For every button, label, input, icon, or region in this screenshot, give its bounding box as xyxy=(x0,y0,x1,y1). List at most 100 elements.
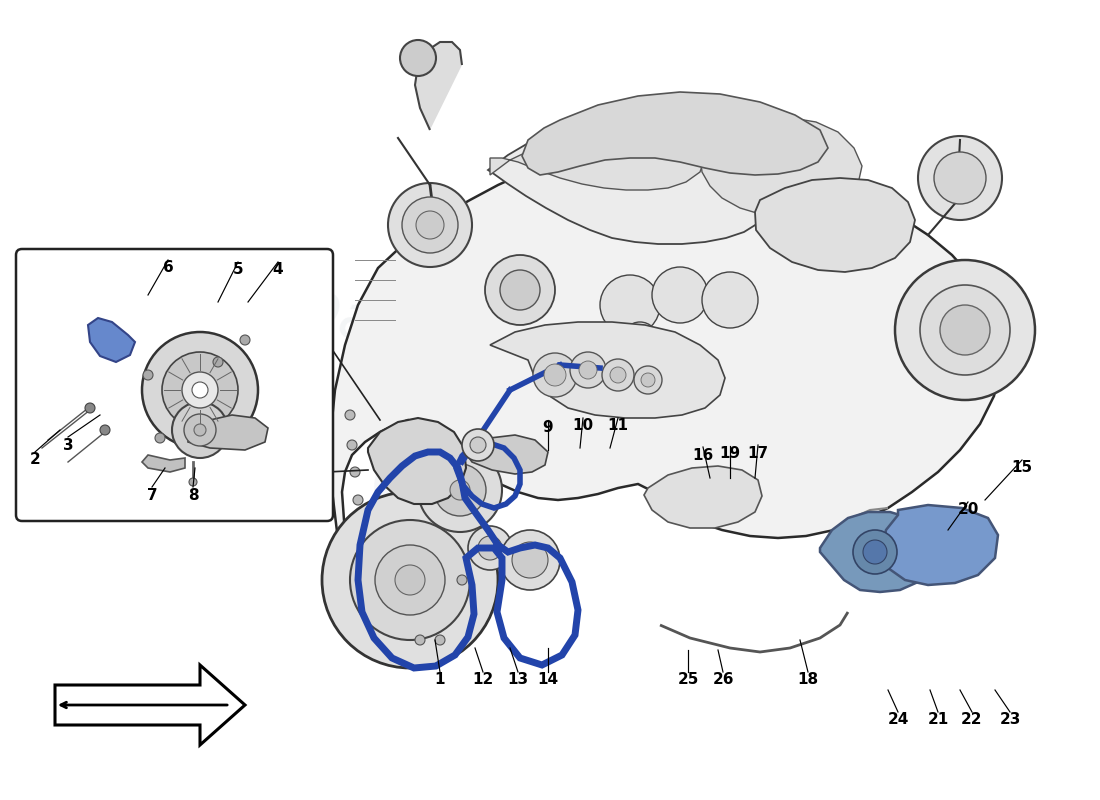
Circle shape xyxy=(450,480,470,500)
Circle shape xyxy=(184,414,216,446)
Circle shape xyxy=(570,352,606,388)
Circle shape xyxy=(395,565,425,595)
Text: 17: 17 xyxy=(747,446,769,461)
Text: 19: 19 xyxy=(719,446,740,462)
Circle shape xyxy=(470,437,486,453)
Circle shape xyxy=(600,275,660,335)
Polygon shape xyxy=(488,106,776,244)
Circle shape xyxy=(213,357,223,367)
Circle shape xyxy=(388,183,472,267)
Polygon shape xyxy=(88,318,135,362)
Text: 2: 2 xyxy=(30,453,41,467)
Polygon shape xyxy=(644,466,762,528)
Polygon shape xyxy=(465,435,548,474)
Circle shape xyxy=(418,448,502,532)
Circle shape xyxy=(602,359,634,391)
Polygon shape xyxy=(820,512,930,592)
Circle shape xyxy=(400,40,436,76)
Text: 20: 20 xyxy=(957,502,979,518)
Circle shape xyxy=(468,526,512,570)
Text: 18: 18 xyxy=(798,673,818,687)
Polygon shape xyxy=(755,178,915,272)
Circle shape xyxy=(162,352,238,428)
Circle shape xyxy=(172,402,228,458)
Circle shape xyxy=(918,136,1002,220)
Circle shape xyxy=(350,467,360,477)
Circle shape xyxy=(610,367,626,383)
Circle shape xyxy=(434,635,446,645)
Text: 13: 13 xyxy=(507,673,529,687)
Text: 10: 10 xyxy=(572,418,594,434)
Polygon shape xyxy=(330,98,1000,580)
Polygon shape xyxy=(415,42,462,130)
Circle shape xyxy=(895,260,1035,400)
Circle shape xyxy=(240,335,250,345)
Polygon shape xyxy=(368,418,466,504)
Text: 11: 11 xyxy=(607,418,628,434)
Circle shape xyxy=(634,366,662,394)
Circle shape xyxy=(434,464,486,516)
Circle shape xyxy=(534,353,578,397)
Text: 8: 8 xyxy=(188,487,198,502)
Circle shape xyxy=(852,530,896,574)
Circle shape xyxy=(864,540,887,564)
Circle shape xyxy=(462,429,494,461)
Circle shape xyxy=(512,542,548,578)
Circle shape xyxy=(194,424,206,436)
Text: 15: 15 xyxy=(1011,461,1033,475)
Text: for parts: for parts xyxy=(397,182,659,346)
Circle shape xyxy=(415,635,425,645)
Text: 22: 22 xyxy=(961,713,982,727)
Text: 3: 3 xyxy=(63,438,74,453)
Text: 9: 9 xyxy=(542,421,553,435)
Polygon shape xyxy=(882,505,998,585)
Circle shape xyxy=(702,272,758,328)
Circle shape xyxy=(142,332,258,448)
Circle shape xyxy=(621,322,658,358)
Circle shape xyxy=(322,492,498,668)
Circle shape xyxy=(346,440,358,450)
Text: 24: 24 xyxy=(888,713,909,727)
Circle shape xyxy=(85,403,95,413)
Circle shape xyxy=(182,372,218,408)
Polygon shape xyxy=(490,322,725,418)
Circle shape xyxy=(143,370,153,380)
Text: a passion: a passion xyxy=(241,248,529,424)
Circle shape xyxy=(500,270,540,310)
FancyBboxPatch shape xyxy=(16,249,333,521)
Circle shape xyxy=(192,382,208,398)
Circle shape xyxy=(940,305,990,355)
Text: 26: 26 xyxy=(713,673,734,687)
Text: 21: 21 xyxy=(927,713,948,727)
Text: 16: 16 xyxy=(692,447,714,462)
Circle shape xyxy=(544,364,566,386)
Polygon shape xyxy=(55,665,245,745)
Polygon shape xyxy=(700,118,862,216)
Circle shape xyxy=(402,197,458,253)
Circle shape xyxy=(350,520,470,640)
Text: 6: 6 xyxy=(163,261,174,275)
Text: euro: euro xyxy=(28,238,522,594)
Circle shape xyxy=(155,433,165,443)
Circle shape xyxy=(353,495,363,505)
Text: 25: 25 xyxy=(678,673,698,687)
Text: 14: 14 xyxy=(538,673,559,687)
Circle shape xyxy=(920,285,1010,375)
Circle shape xyxy=(641,373,654,387)
Text: 12: 12 xyxy=(472,673,494,687)
Circle shape xyxy=(345,410,355,420)
Circle shape xyxy=(579,361,597,379)
Circle shape xyxy=(375,545,446,615)
Circle shape xyxy=(934,152,986,204)
Circle shape xyxy=(500,530,560,590)
Circle shape xyxy=(416,211,444,239)
Circle shape xyxy=(478,536,502,560)
Text: 7: 7 xyxy=(146,487,157,502)
Polygon shape xyxy=(490,120,705,190)
Polygon shape xyxy=(188,415,268,450)
Circle shape xyxy=(456,575,468,585)
Circle shape xyxy=(485,255,556,325)
Text: 4: 4 xyxy=(273,262,284,278)
Text: 1: 1 xyxy=(434,673,446,687)
Polygon shape xyxy=(522,92,828,175)
